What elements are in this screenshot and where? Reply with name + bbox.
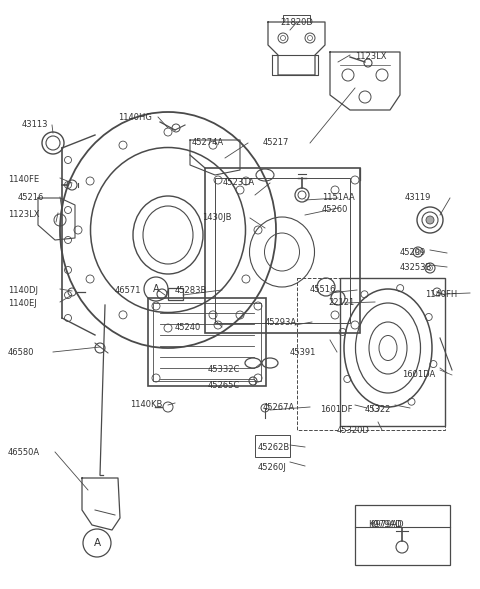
Text: 45274A: 45274A: [192, 138, 224, 147]
Text: K979AD: K979AD: [370, 520, 404, 529]
Text: 43113: 43113: [22, 120, 48, 129]
Bar: [148, 298, 266, 386]
Bar: [297, 278, 445, 430]
Text: 46571: 46571: [115, 286, 142, 295]
Text: 45267A: 45267A: [263, 403, 295, 412]
Text: 1140EJ: 1140EJ: [8, 299, 37, 308]
Text: A: A: [94, 538, 101, 548]
Text: 1140FH: 1140FH: [425, 290, 457, 299]
Text: 45293A: 45293A: [265, 318, 297, 327]
Text: 45231A: 45231A: [223, 178, 255, 187]
Text: 45332C: 45332C: [208, 365, 240, 374]
Text: 43253B: 43253B: [400, 263, 432, 272]
Bar: [355, 505, 450, 565]
Text: 1151AA: 1151AA: [322, 193, 355, 202]
Text: 45299: 45299: [400, 248, 426, 257]
Text: 22121: 22121: [328, 298, 354, 307]
Text: K979AD: K979AD: [368, 520, 402, 529]
Text: 1123LX: 1123LX: [355, 52, 386, 61]
Text: 1140HG: 1140HG: [118, 113, 152, 122]
Text: 45516: 45516: [310, 285, 336, 294]
Text: 46580: 46580: [8, 348, 35, 357]
Bar: [255, 435, 290, 457]
Text: 1140KB: 1140KB: [130, 400, 162, 409]
Bar: [168, 288, 183, 300]
Text: 45260J: 45260J: [258, 463, 287, 472]
Text: 45391: 45391: [290, 348, 316, 357]
Text: 21820D: 21820D: [280, 18, 313, 27]
Text: 45283B: 45283B: [175, 286, 207, 295]
Text: 1601DA: 1601DA: [402, 370, 435, 379]
Text: 43119: 43119: [405, 193, 432, 202]
Text: 45240: 45240: [175, 323, 201, 332]
Text: 45217: 45217: [263, 138, 289, 147]
Text: 45216: 45216: [18, 193, 44, 202]
Text: 1601DF: 1601DF: [320, 405, 352, 414]
Bar: [205, 168, 360, 333]
Ellipse shape: [426, 216, 434, 224]
Text: 1140FE: 1140FE: [8, 175, 39, 184]
Text: 45260: 45260: [322, 205, 348, 214]
Text: 45262B: 45262B: [258, 443, 290, 452]
Bar: [215, 178, 350, 323]
Text: 45265C: 45265C: [208, 381, 240, 390]
Bar: [340, 278, 445, 426]
Text: 1123LX: 1123LX: [8, 210, 39, 219]
Text: 1140DJ: 1140DJ: [8, 286, 38, 295]
Text: A: A: [153, 284, 159, 294]
Text: 46550A: 46550A: [8, 448, 40, 457]
Text: 45322: 45322: [365, 405, 391, 414]
Text: 1430JB: 1430JB: [202, 213, 231, 222]
Bar: [153, 303, 261, 381]
Text: 45320D: 45320D: [337, 426, 370, 435]
